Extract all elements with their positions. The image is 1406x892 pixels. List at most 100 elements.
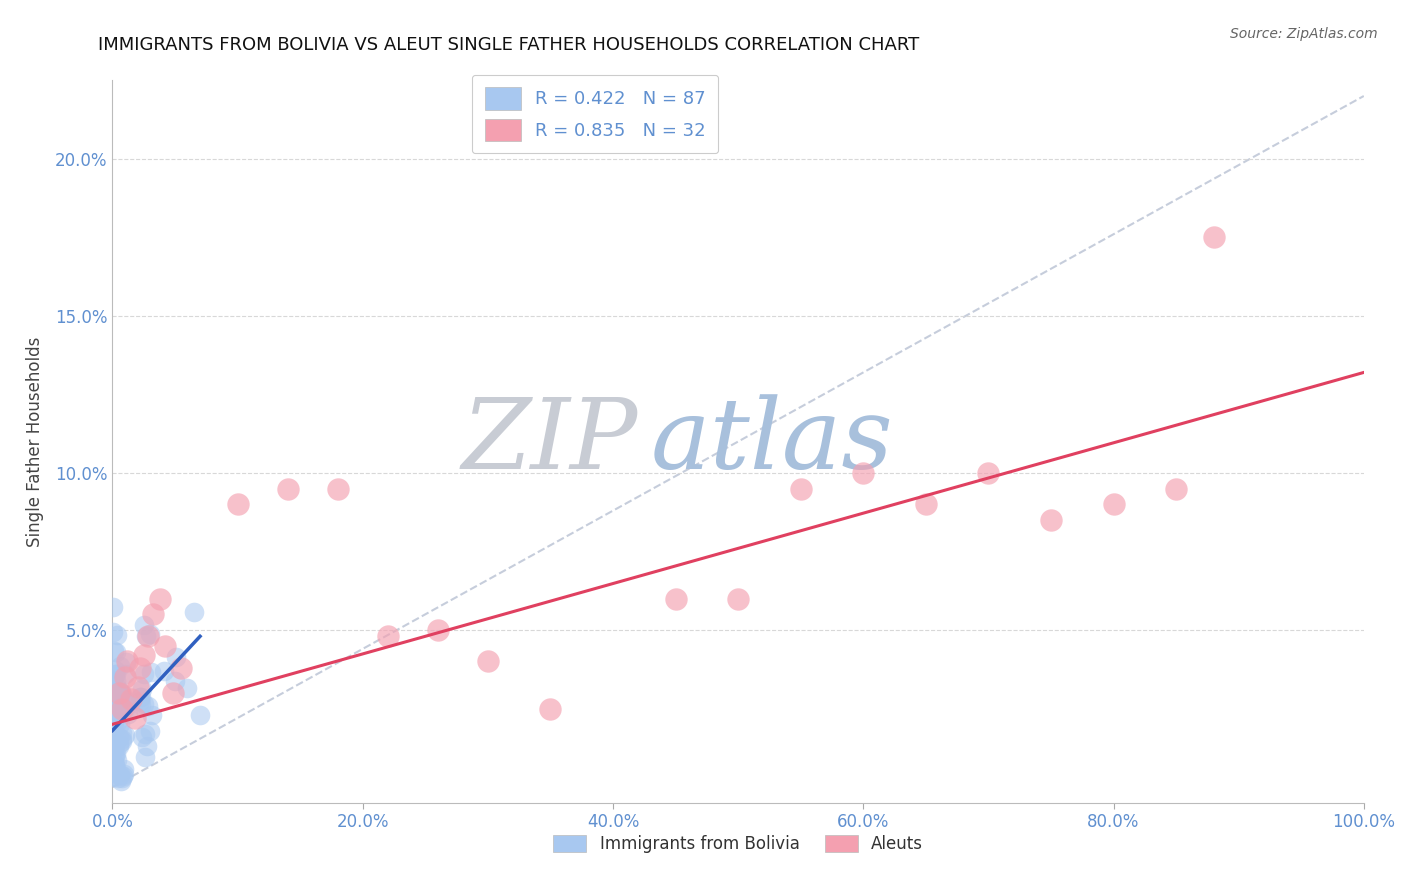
Point	[108, 659, 131, 673]
Point	[135, 629, 157, 643]
Point	[117, 707, 139, 722]
Point	[103, 600, 125, 615]
Point	[114, 693, 136, 707]
Point	[104, 663, 127, 677]
Point	[141, 707, 163, 722]
Point	[141, 607, 163, 622]
Legend: Immigrants from Bolivia, Aleuts: Immigrants from Bolivia, Aleuts	[547, 828, 929, 860]
Point	[114, 766, 136, 780]
Point	[132, 667, 155, 681]
Point	[127, 680, 149, 694]
Point	[226, 497, 249, 511]
Point	[105, 707, 128, 722]
Point	[108, 695, 131, 709]
Point	[115, 655, 138, 669]
Point	[326, 482, 349, 496]
Point	[104, 759, 127, 773]
Point	[790, 482, 813, 496]
Point	[132, 697, 155, 711]
Point	[162, 686, 184, 700]
Point	[114, 728, 136, 742]
Point	[104, 673, 127, 688]
Point	[153, 664, 176, 678]
Text: ZIP: ZIP	[461, 394, 638, 489]
Point	[105, 645, 128, 659]
Point	[104, 747, 127, 762]
Point	[101, 673, 124, 687]
Point	[111, 734, 134, 748]
Point	[110, 684, 132, 698]
Point	[103, 749, 125, 764]
Point	[664, 591, 686, 606]
Point	[111, 731, 134, 746]
Point	[170, 661, 193, 675]
Point	[117, 655, 139, 669]
Point	[129, 698, 152, 712]
Point	[104, 756, 127, 771]
Point	[165, 650, 187, 665]
Point	[277, 482, 299, 496]
Point	[103, 684, 125, 698]
Point	[104, 738, 127, 752]
Point	[114, 762, 136, 776]
Point	[111, 690, 134, 705]
Text: Source: ZipAtlas.com: Source: ZipAtlas.com	[1230, 27, 1378, 41]
Point	[107, 685, 129, 699]
Point	[114, 667, 136, 681]
Point	[153, 639, 176, 653]
Point	[104, 667, 127, 681]
Point	[129, 690, 152, 704]
Point	[103, 644, 125, 658]
Point	[111, 769, 134, 783]
Point	[101, 771, 124, 785]
Text: IMMIGRANTS FROM BOLIVIA VS ALEUT SINGLE FATHER HOUSEHOLDS CORRELATION CHART: IMMIGRANTS FROM BOLIVIA VS ALEUT SINGLE …	[98, 36, 920, 54]
Point	[1202, 230, 1225, 244]
Point	[134, 750, 156, 764]
Point	[108, 695, 131, 709]
Point	[139, 723, 162, 738]
Point	[188, 708, 211, 723]
Y-axis label: Single Father Households: Single Father Households	[25, 336, 44, 547]
Point	[107, 771, 129, 785]
Point	[114, 702, 136, 716]
Point	[129, 661, 152, 675]
Point	[104, 735, 127, 749]
Point	[111, 726, 134, 740]
Point	[149, 591, 172, 606]
Text: atlas: atlas	[651, 394, 893, 489]
Point	[977, 466, 1000, 480]
Point	[108, 767, 131, 781]
Point	[1039, 513, 1063, 527]
Point	[103, 666, 125, 681]
Point	[132, 617, 155, 632]
Point	[132, 648, 155, 662]
Point	[103, 723, 125, 738]
Point	[101, 624, 124, 639]
Point	[183, 605, 205, 619]
Point	[136, 699, 159, 714]
Point	[105, 753, 128, 767]
Point	[101, 703, 124, 717]
Point	[128, 694, 150, 708]
Point	[108, 717, 131, 731]
Point	[108, 768, 131, 782]
Point	[129, 690, 152, 704]
Point	[110, 773, 132, 788]
Point	[120, 692, 142, 706]
Point	[426, 623, 449, 637]
Point	[103, 757, 125, 772]
Point	[139, 665, 162, 679]
Point	[1102, 497, 1125, 511]
Point	[103, 714, 125, 728]
Point	[107, 714, 129, 728]
Point	[105, 628, 128, 642]
Point	[114, 670, 136, 684]
Point	[103, 714, 125, 729]
Point	[107, 702, 129, 716]
Point	[107, 681, 129, 696]
Point	[103, 714, 125, 728]
Point	[107, 686, 129, 700]
Point	[538, 701, 561, 715]
Point	[108, 731, 131, 745]
Point	[134, 727, 156, 741]
